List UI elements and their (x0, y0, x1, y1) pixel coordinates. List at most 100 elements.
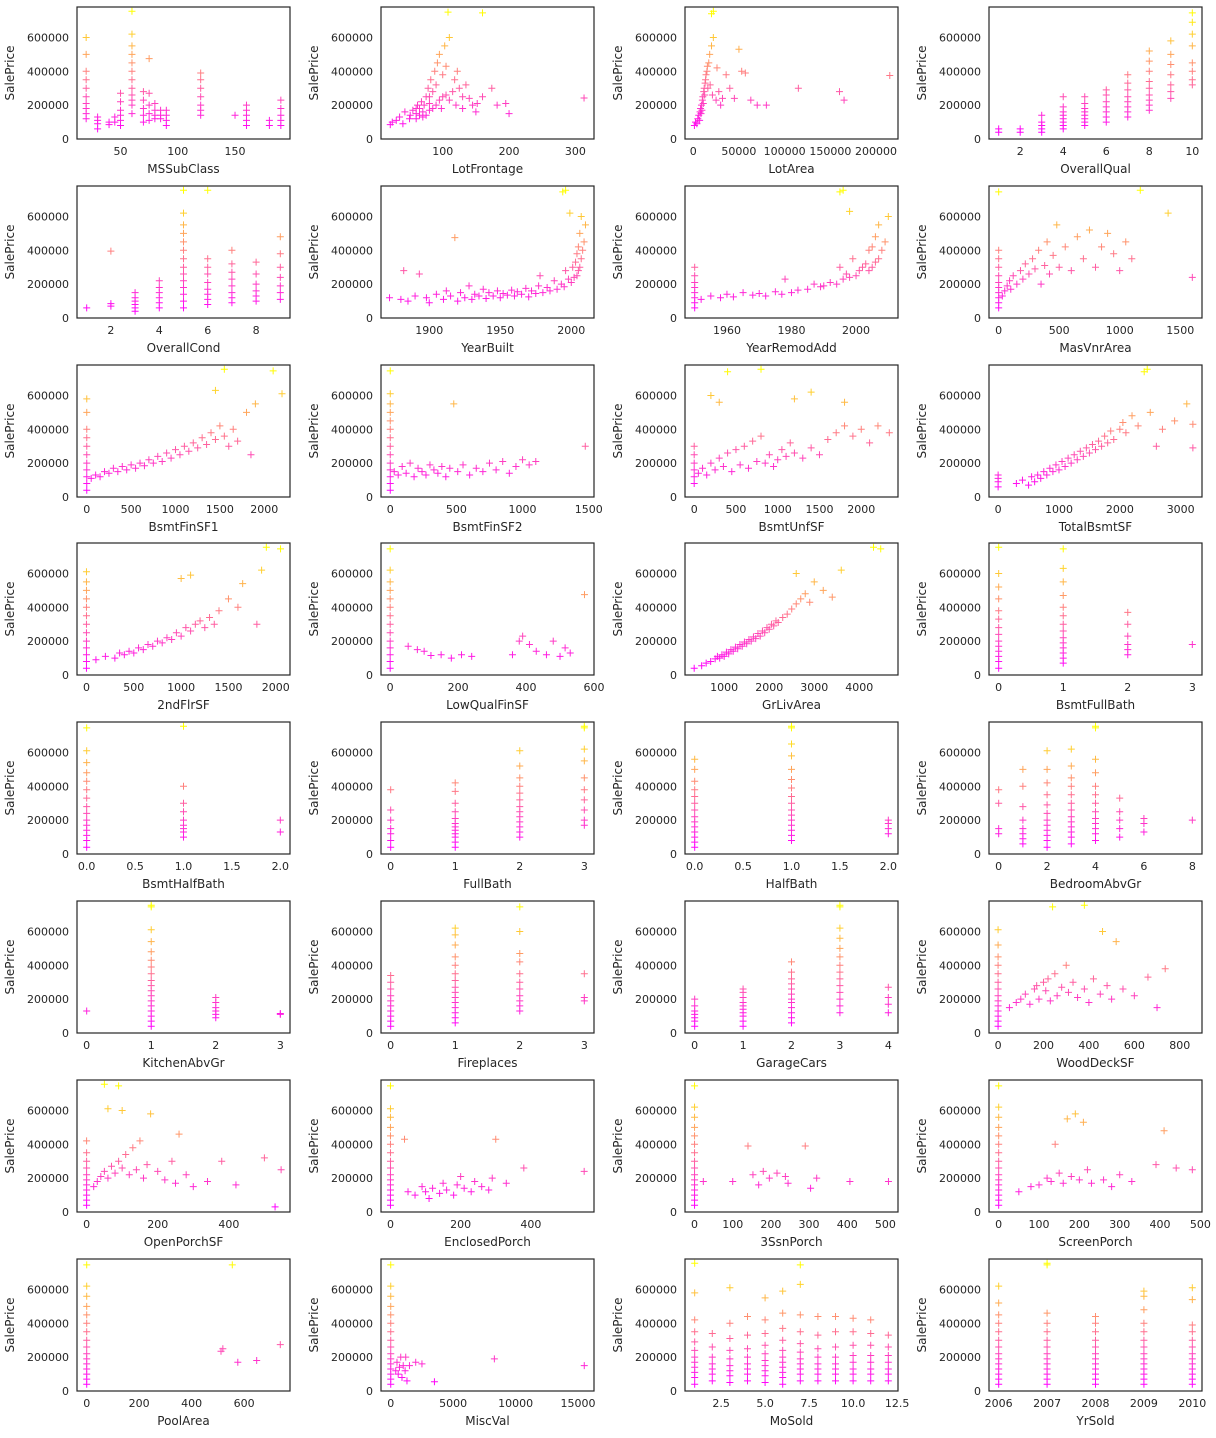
y-tick-label: 200000 (331, 1351, 373, 1364)
data-point (759, 1167, 767, 1175)
y-tick-label: 600000 (27, 1283, 69, 1296)
data-point (994, 961, 1002, 969)
data-point (1067, 840, 1075, 848)
x-tick-label: 100000 (764, 145, 806, 158)
data-point (691, 263, 699, 271)
data-point (1059, 93, 1067, 101)
data-point (525, 641, 533, 649)
data-point (1059, 634, 1067, 642)
data-point (203, 441, 211, 449)
data-point (724, 449, 732, 457)
data-point (1102, 86, 1110, 94)
data-point (129, 1144, 137, 1152)
y-axis-label: SalePrice (915, 940, 929, 995)
data-point (705, 59, 713, 67)
data-point (849, 1351, 857, 1359)
data-point (489, 292, 497, 300)
data-point (708, 91, 716, 99)
data-point (499, 457, 507, 465)
data-point (726, 1355, 734, 1363)
data-point (167, 454, 175, 462)
data-point (204, 186, 212, 194)
data-point (1019, 765, 1027, 773)
y-tick-label: 200000 (27, 457, 69, 470)
data-point (757, 365, 765, 373)
data-point (1034, 471, 1042, 479)
data-point (83, 1350, 91, 1358)
data-point (1059, 591, 1067, 599)
data-point (761, 1379, 769, 1387)
data-point (707, 657, 715, 665)
data-point (387, 836, 395, 844)
data-point (691, 1171, 699, 1179)
data-point (432, 81, 440, 89)
y-tick-label: 200000 (939, 1351, 981, 1364)
data-point (82, 664, 90, 672)
data-point (836, 975, 844, 983)
data-point (691, 278, 699, 286)
data-point (180, 277, 187, 285)
data-point (1033, 982, 1041, 990)
data-point (516, 985, 524, 993)
x-tick-label: 3 (581, 1039, 588, 1052)
data-point (180, 209, 187, 217)
data-point (788, 806, 795, 814)
data-point (535, 282, 543, 290)
data-point (1140, 1306, 1148, 1314)
y-axis-label: SalePrice (611, 1119, 625, 1174)
data-point (995, 1319, 1003, 1327)
data-point (761, 1316, 769, 1324)
data-point (276, 233, 284, 241)
data-point (708, 1329, 716, 1337)
data-point (387, 1319, 395, 1327)
points (386, 545, 588, 672)
data-point (694, 115, 702, 123)
data-point (180, 186, 187, 194)
x-tick-label: 1.5 (831, 860, 849, 873)
data-point (1059, 612, 1067, 620)
data-point (726, 1319, 734, 1327)
data-point (807, 444, 815, 452)
data-point (702, 71, 710, 79)
data-point (83, 1319, 91, 1327)
x-tick-label: 2.0 (880, 860, 898, 873)
data-point (224, 595, 232, 603)
x-axis-label: MSSubClass (147, 162, 219, 176)
x-tick-label: 2009 (1130, 1397, 1158, 1410)
data-point (1067, 745, 1075, 753)
data-point (995, 255, 1003, 263)
y-tick-label: 0 (366, 312, 373, 325)
data-point (832, 1343, 840, 1351)
data-point (1145, 57, 1153, 65)
data-point (155, 277, 163, 285)
data-point (180, 782, 187, 790)
data-point (569, 263, 577, 271)
data-point (128, 67, 136, 75)
data-point (1043, 238, 1051, 246)
data-point (747, 637, 755, 645)
data-point (451, 953, 459, 961)
points (83, 1080, 285, 1211)
data-point (234, 603, 242, 611)
points (82, 7, 285, 133)
x-tick-label: 2000 (847, 503, 875, 516)
data-point (1128, 412, 1136, 420)
data-point (82, 657, 90, 665)
data-point (820, 282, 828, 290)
data-point (154, 1167, 162, 1175)
data-point (386, 1105, 394, 1113)
x-tick-label: 2000 (755, 681, 783, 694)
data-point (276, 263, 284, 271)
data-point (849, 432, 857, 440)
data-point (1037, 474, 1045, 482)
data-point (691, 1123, 699, 1131)
data-point (180, 442, 188, 450)
data-point (1058, 457, 1066, 465)
data-point (83, 777, 91, 785)
data-point (729, 293, 737, 301)
data-point (100, 1080, 108, 1088)
